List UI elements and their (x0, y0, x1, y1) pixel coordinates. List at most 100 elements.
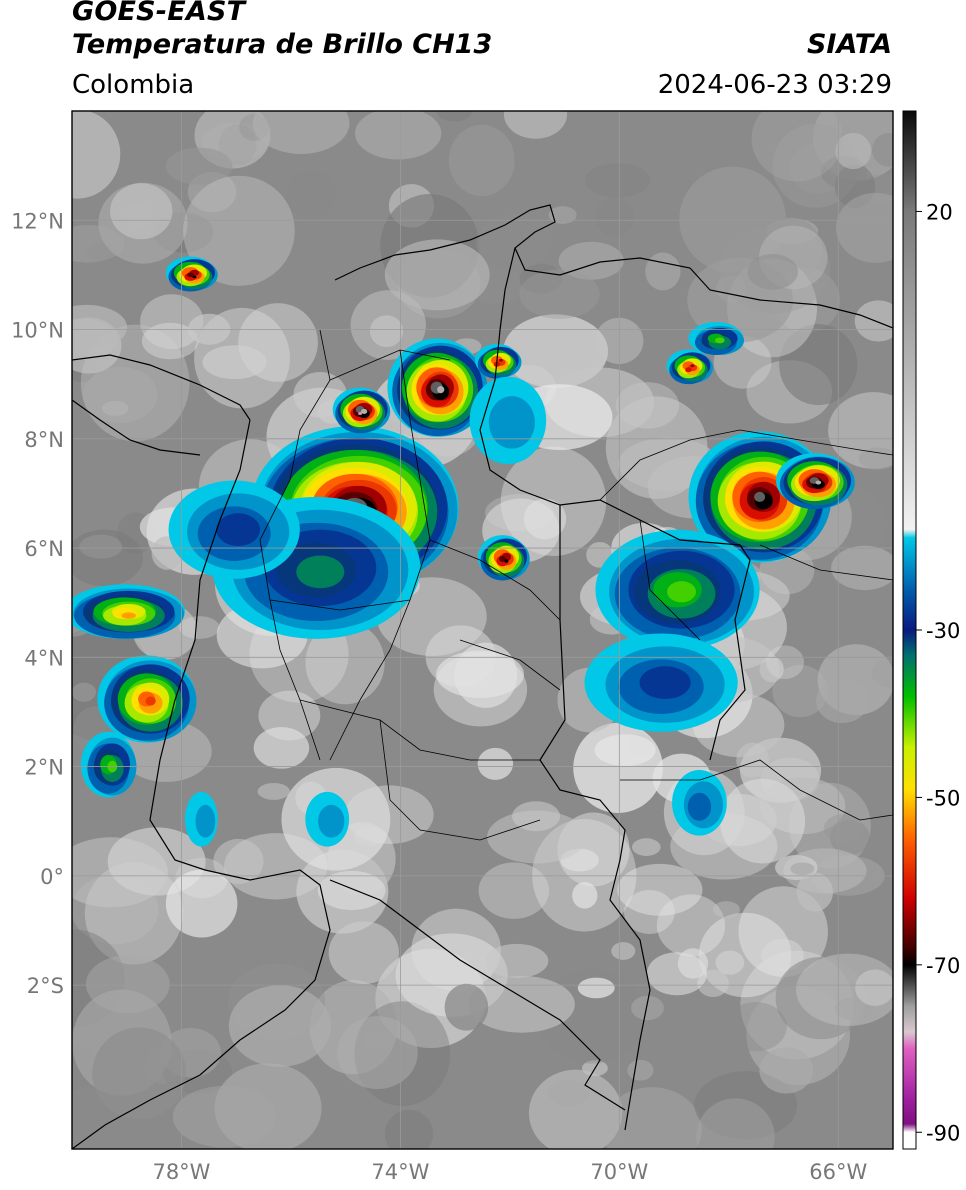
cloud-patch (476, 213, 553, 270)
cloud-patch (645, 252, 681, 291)
cloud-patch (141, 322, 199, 360)
cloud-patch (478, 862, 550, 919)
map-header: GOES-EAST Temperatura de Brillo CH13 Col… (0, 0, 966, 110)
storm-contour (690, 364, 695, 368)
storm-contour (318, 804, 345, 838)
cloud-patch (92, 1027, 187, 1120)
cloud-patch (179, 616, 220, 639)
latitude-labels: 12°N 10°N 8°N 6°N 4°N 2°N 0° 2°S (11, 209, 64, 998)
cloud-patch (477, 747, 514, 780)
storm-cell (305, 791, 350, 847)
cloud-patch (436, 650, 524, 698)
cloud-patch (72, 529, 143, 587)
cloud-patch (72, 111, 121, 199)
cloud-patch (317, 870, 386, 911)
cloud-patch (485, 943, 549, 978)
cloud-patch (468, 975, 575, 1033)
cloud-patch (858, 447, 893, 471)
department-lines (259, 329, 561, 841)
cloud-patch (715, 950, 745, 975)
latitude-label: 2°S (27, 974, 64, 998)
cloud-patch (257, 782, 290, 800)
cloud-patch (779, 324, 858, 406)
storm-cell (97, 655, 197, 743)
cloud-patch (165, 869, 238, 938)
storm-contour (685, 367, 692, 373)
cloud-patch (712, 901, 740, 918)
cloud-patch (337, 1016, 418, 1090)
cloud-patch (140, 294, 204, 350)
cloud-patch (354, 1001, 451, 1107)
cloud-patch (252, 111, 350, 154)
cloud-patch (523, 498, 567, 540)
storm-cell (165, 256, 218, 292)
colorbar-tick-label: -90 (926, 1121, 960, 1145)
storm-contour (639, 666, 691, 700)
latitude-label: 2°N (24, 756, 64, 780)
storm-cell (776, 453, 855, 510)
cloud-patch (584, 163, 651, 198)
cloud-patch (228, 985, 332, 1067)
cloud-patch (656, 894, 726, 957)
ecuador-peru-border (329, 879, 626, 1111)
storm-cell (666, 349, 714, 385)
cloud-patch (854, 300, 893, 342)
cloud-patch (72, 304, 128, 351)
cloud-patch (436, 111, 472, 122)
cloud-patch (855, 969, 893, 1006)
region-label: Colombia (72, 70, 195, 100)
cloud-patch (627, 1059, 654, 1081)
cloud-patch (487, 810, 587, 864)
longitude-labels: 78°W 74°W 70°W 66°W (152, 1160, 867, 1184)
storm-contour (815, 480, 822, 485)
cloud-patch (305, 621, 385, 705)
cloud-patch (632, 838, 661, 856)
cloud-patch (761, 938, 804, 972)
cloud-patch (594, 734, 656, 767)
cloud-patch (253, 726, 310, 769)
cloud-patch (110, 183, 173, 240)
storm-contour (187, 272, 194, 278)
storm-cell (672, 770, 727, 836)
cloud-patch (328, 921, 399, 984)
cloud-patch (202, 345, 267, 380)
storm-cell (469, 376, 547, 465)
cloud-patch (828, 392, 893, 469)
cloud-patch (213, 838, 264, 884)
cloud-patch (751, 111, 844, 182)
cloud-patch (594, 197, 635, 237)
cloud-patch (285, 170, 337, 218)
storm-cell (595, 529, 760, 650)
storm-cell (387, 338, 488, 437)
latitude-label: 10°N (11, 319, 64, 343)
cloud-patch (369, 315, 404, 348)
satellite-name: GOES-EAST (72, 0, 246, 27)
storm-contour (216, 513, 261, 547)
cloud-patch (528, 1069, 623, 1149)
storm-contour (195, 804, 216, 838)
latitude-label: 0° (40, 865, 64, 889)
panama-coast (72, 354, 251, 456)
agency-label: SIATA (806, 29, 892, 60)
cloud-patch (631, 995, 664, 1021)
cloud-patch (309, 980, 398, 1075)
cloud-patch (720, 778, 806, 864)
cloud-patch (736, 742, 769, 778)
storm-contour (145, 696, 156, 706)
colorbar-gradient (903, 111, 916, 1149)
storm-contour (715, 337, 725, 344)
cloud-patch (871, 658, 893, 688)
storm-contour (687, 792, 712, 821)
cloud-patch (519, 269, 600, 319)
cloud-patch (725, 1002, 787, 1052)
colorbar-tick-label: 20 (926, 200, 953, 224)
storm-contour (754, 491, 766, 502)
longitude-label: 70°W (590, 1160, 648, 1184)
cloud-patch (790, 862, 815, 876)
colorbar-tick-label: -50 (926, 786, 960, 810)
storm-contour (437, 386, 445, 394)
cloud-patch (72, 225, 125, 263)
cloud-patch (611, 942, 636, 960)
longitude-label: 66°W (809, 1160, 867, 1184)
